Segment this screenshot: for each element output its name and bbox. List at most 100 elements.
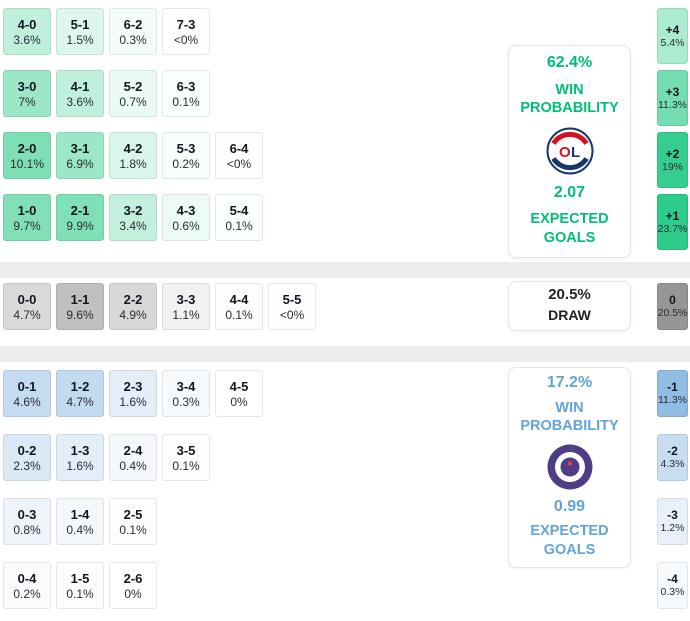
score-probability: 3.4% bbox=[119, 218, 147, 233]
draw-score-grid: 0-0 4.7% 1-1 9.6% 2-2 4.9% 3-3 1.1% 4-4 0.1% 5-5 <0… bbox=[3, 283, 316, 330]
score-cell-1-5: 1-5 0.1% bbox=[56, 562, 104, 609]
away-win-panel: 17.2% WIN PROBABILITY 0.99 EXPECTED GOAL… bbox=[508, 367, 631, 568]
scoreline: 5-4 bbox=[229, 202, 249, 218]
scoreline: 3-5 bbox=[176, 442, 196, 458]
olympique-lyonnais-logo: O L bbox=[546, 127, 594, 175]
score-row: 0-3 0.8% 1-4 0.4% 2-5 0.1% bbox=[3, 498, 263, 545]
margin-probability: 11.3% bbox=[658, 394, 687, 407]
score-probability: <0% bbox=[279, 307, 305, 322]
draw-panel: 20.5% DRAW bbox=[508, 281, 631, 331]
scoreline: 6-3 bbox=[176, 78, 196, 94]
goal-margin-cell--4: -4 0.3% bbox=[657, 562, 688, 609]
scoreline: 0-3 bbox=[17, 506, 37, 522]
home-win-panel: 62.4% WIN PROBABILITY O L 2.07 EXPECTED … bbox=[508, 45, 631, 258]
scoreline: 0-2 bbox=[17, 442, 37, 458]
score-cell-1-0: 1-0 9.7% bbox=[3, 194, 51, 241]
scoreline: 4-0 bbox=[17, 16, 37, 32]
score-probability: <0% bbox=[226, 156, 252, 171]
scoreline: 5-3 bbox=[176, 140, 196, 156]
home-win-probability-label: WIN PROBABILITY bbox=[520, 81, 619, 117]
goal-margin-cell-0: 0 20.5% bbox=[657, 283, 688, 330]
score-probability: 1.5% bbox=[66, 32, 94, 47]
score-probability: 9.9% bbox=[66, 218, 94, 233]
score-probability: 0.1% bbox=[225, 218, 253, 233]
away-expected-goals-label: EXPECTED GOALS bbox=[530, 523, 609, 558]
home-expected-goals-label: EXPECTED GOALS bbox=[530, 211, 609, 246]
scoreline: 5-2 bbox=[123, 78, 143, 94]
score-cell-6-4: 6-4 <0% bbox=[215, 132, 263, 179]
score-cell-2-1: 2-1 9.9% bbox=[56, 194, 104, 241]
away-score-grid: 0-1 4.6% 1-2 4.7% 2-3 1.6% 3-4 0.3% 4-5 0% 0-2 2.3%… bbox=[3, 370, 263, 609]
goal-difference: +2 bbox=[665, 146, 680, 161]
score-row: 0-0 4.7% 1-1 9.6% 2-2 4.9% 3-3 1.1% 4-4 0.1% 5-5 <0… bbox=[3, 283, 316, 330]
goal-margin-cell--1: -1 11.3% bbox=[657, 370, 688, 417]
margin-probability: 11.3% bbox=[658, 98, 687, 111]
score-cell-6-3: 6-3 0.1% bbox=[162, 70, 210, 117]
score-probability: 7% bbox=[18, 94, 36, 109]
score-probability: 0.1% bbox=[225, 307, 253, 322]
scoreline: 1-5 bbox=[70, 570, 90, 586]
home-win-probability-value: 62.4% bbox=[546, 54, 593, 72]
score-probability: 0% bbox=[124, 586, 142, 601]
score-cell-5-2: 5-2 0.7% bbox=[109, 70, 157, 117]
score-cell-7-3: 7-3 <0% bbox=[162, 8, 210, 55]
svg-text:L: L bbox=[571, 144, 580, 161]
scoreline: 2-4 bbox=[123, 442, 143, 458]
draw-probability-value: 20.5% bbox=[548, 286, 591, 304]
margin-probability: 0.3% bbox=[660, 586, 685, 599]
score-cell-5-4: 5-4 0.1% bbox=[215, 194, 263, 241]
score-cell-4-1: 4-1 3.6% bbox=[56, 70, 104, 117]
score-row: 1-0 9.7% 2-1 9.9% 3-2 3.4% 4-3 0.6% 5-4 0.1% bbox=[3, 194, 263, 241]
score-cell-0-4: 0-4 0.2% bbox=[3, 562, 51, 609]
scoreline: 0-4 bbox=[17, 570, 37, 586]
home-win-section: 4-0 3.6% 5-1 1.5% 6-2 0.3% 7-3 <0% 3-0 7% 4-1 3.6% 5… bbox=[0, 0, 690, 262]
scoreline: 4-4 bbox=[229, 291, 249, 307]
goal-difference: +3 bbox=[665, 84, 680, 99]
scoreline: 3-0 bbox=[17, 78, 37, 94]
score-probability: 1.6% bbox=[119, 394, 147, 409]
score-probability: 0.2% bbox=[13, 586, 41, 601]
score-cell-3-5: 3-5 0.1% bbox=[162, 434, 210, 481]
score-cell-0-3: 0-3 0.8% bbox=[3, 498, 51, 545]
scoreline: 2-1 bbox=[70, 202, 90, 218]
score-probability: 0.2% bbox=[172, 156, 200, 171]
score-cell-1-2: 1-2 4.7% bbox=[56, 370, 104, 417]
scoreline: 3-1 bbox=[70, 140, 90, 156]
score-probability: 0.1% bbox=[119, 522, 147, 537]
score-probability: 6.9% bbox=[66, 156, 94, 171]
goal-difference: +1 bbox=[665, 208, 680, 223]
goal-margin-cell-+1: +1 23.7% bbox=[657, 194, 688, 250]
goal-margin-cell-+2: +2 19% bbox=[657, 132, 688, 188]
score-probability: 0.7% bbox=[119, 94, 147, 109]
score-probability: 0.4% bbox=[119, 458, 147, 473]
score-cell-3-2: 3-2 3.4% bbox=[109, 194, 157, 241]
score-cell-2-6: 2-6 0% bbox=[109, 562, 157, 609]
score-row: 2-0 10.1% 3-1 6.9% 4-2 1.8% 5-3 0.2% 6-4 <0% bbox=[3, 132, 263, 179]
score-probability: 1.1% bbox=[172, 307, 200, 322]
scoreline: 4-1 bbox=[70, 78, 90, 94]
margin-probability: 20.5% bbox=[657, 307, 688, 320]
goal-margin-cell--3: -3 1.2% bbox=[657, 498, 688, 545]
home-goal-margin-column: +4 5.4% +3 11.3% +2 19% +1 23.7% bbox=[657, 8, 688, 250]
score-probability: 0.1% bbox=[172, 458, 200, 473]
scoreline: 3-3 bbox=[176, 291, 196, 307]
goal-margin-cell-+3: +3 11.3% bbox=[657, 70, 688, 126]
score-probability: 1.8% bbox=[119, 156, 147, 171]
score-probability: 0.8% bbox=[13, 522, 41, 537]
score-cell-0-2: 0-2 2.3% bbox=[3, 434, 51, 481]
scoreline: 4-5 bbox=[229, 378, 249, 394]
scoreline: 6-2 bbox=[123, 16, 143, 32]
margin-probability: 23.7% bbox=[657, 222, 688, 235]
scoreline: 1-1 bbox=[70, 291, 90, 307]
score-probability: 0.3% bbox=[119, 32, 147, 47]
score-cell-0-1: 0-1 4.6% bbox=[3, 370, 51, 417]
scoreline: 2-0 bbox=[17, 140, 37, 156]
away-goal-margin-column: -1 11.3% -2 4.3% -3 1.2% -4 0.3% bbox=[657, 370, 688, 609]
scoreline: 3-2 bbox=[123, 202, 143, 218]
goal-difference: -2 bbox=[667, 444, 678, 459]
score-cell-0-0: 0-0 4.7% bbox=[3, 283, 51, 330]
score-cell-3-3: 3-3 1.1% bbox=[162, 283, 210, 330]
score-probability: 9.7% bbox=[13, 218, 41, 233]
scoreline: 1-0 bbox=[17, 202, 37, 218]
